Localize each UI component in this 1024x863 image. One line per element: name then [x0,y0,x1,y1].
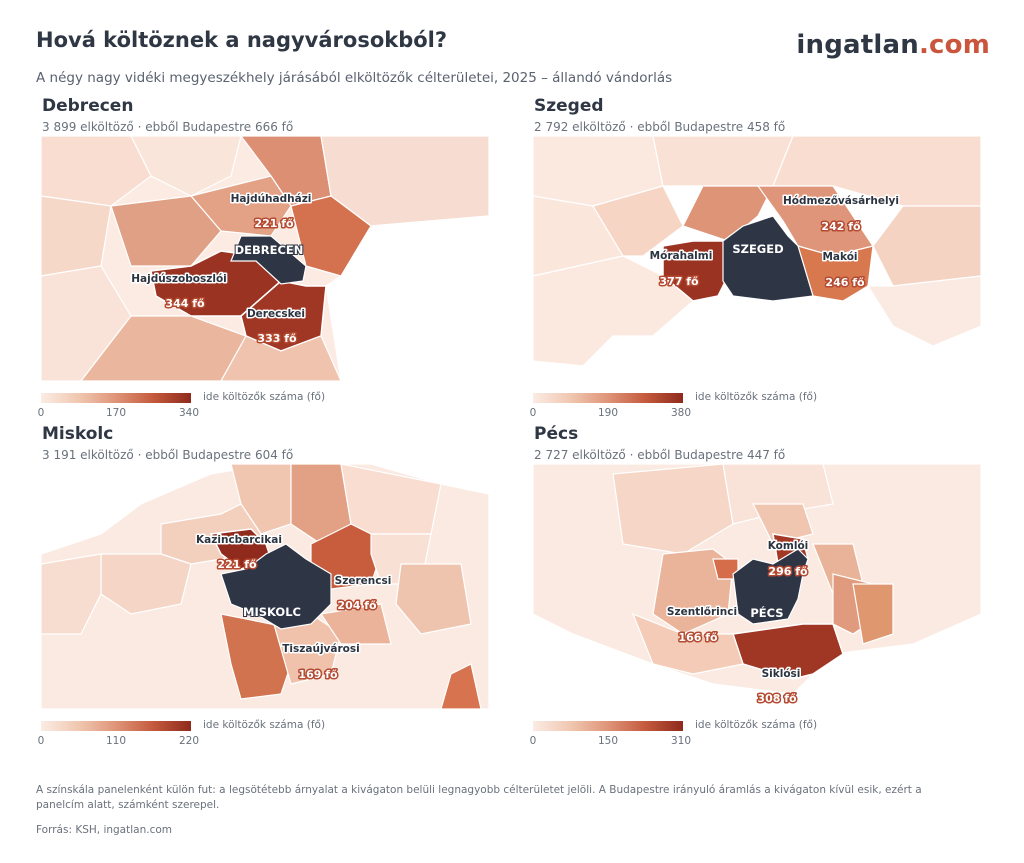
panel-title: Pécs [534,424,579,444]
region-value: 221 fő [217,558,257,571]
legend-label: ide költözők száma (fő) [203,391,326,403]
panel-title: Debrecen [42,96,134,116]
panel-stat: 3 191 elköltöző · ebből Budapestre 604 f… [42,448,294,462]
region-value: 333 fő [257,332,297,345]
region-label: Kazincbarcikai [196,534,282,546]
legend-tick: 0 [37,735,45,747]
region-label: Makói [822,251,857,263]
legend-tick: 0 [37,407,45,419]
city-label: DEBRECEN [235,243,304,257]
map-pecs: Komlói 296 fő Szentlőrinci 166 fő PÉCS S… [533,464,981,709]
legend-label: ide költözők száma (fő) [695,719,818,731]
panel-stat: 2 727 elköltöző · ebből Budapestre 447 f… [534,448,786,462]
legend-tick: 0 [529,735,537,747]
legend-gradient [41,393,191,403]
legend-tick: 150 [597,735,619,747]
region-label: Tiszaújvárosi [282,643,359,655]
legend-tick: 170 [105,407,127,419]
region-value: 344 fő [165,297,205,310]
page-title: Hová költöznek a nagyvárosokból? [36,28,448,52]
region-value: 204 fő [337,599,377,612]
region-label: Hajdúszoboszlói [131,273,227,285]
map-debrecen: Hajdúhadházi 221 fő DEBRECEN Hajdúszobos… [41,136,489,381]
region-value: 169 fő [298,668,338,681]
legend-tick: 310 [670,735,692,747]
legend-gradient [41,721,191,731]
color-legend: ide költözők száma (fő) 0 150 310 [529,719,893,751]
logo-text-main: ingatlan [796,30,919,60]
footnote: A színskála panelenként külön fut: a leg… [36,784,922,811]
panel-title: Szeged [534,96,604,116]
legend-tick: 220 [178,735,200,747]
region-value: 377 fő [659,275,699,288]
region-value: 221 fő [254,217,294,230]
panel-stat: 2 792 elköltöző · ebből Budapestre 458 f… [534,120,786,134]
region-value: 246 fő [825,276,865,289]
panel-stat: 3 899 elköltöző · ebből Budapestre 666 f… [42,120,294,134]
color-legend: ide költözők száma (fő) 0 110 220 [37,719,401,751]
legend-tick: 110 [105,735,127,747]
legend-tick: 380 [670,407,692,419]
legend-tick: 0 [529,407,537,419]
city-label: SZEGED [732,242,783,256]
region-label: Hódmezővásárhelyi [783,195,899,207]
legend-label: ide költözők száma (fő) [203,719,326,731]
legend-gradient [533,393,683,403]
region-value: 308 fő [757,692,797,705]
page-subtitle: A négy nagy vidéki megyeszékhely járásáb… [36,70,673,86]
legend-tick: 340 [178,407,200,419]
region-label: Hajdúhadházi [231,193,312,205]
region-label: Derecskei [247,308,305,320]
region-label: Siklósi [762,668,801,680]
panel-title: Miskolc [42,424,114,444]
region-value: 242 fő [821,220,861,233]
color-legend: ide költözők száma (fő) 0 170 340 [37,391,401,423]
region-value: 296 fő [768,565,808,578]
legend-tick: 190 [597,407,619,419]
map-miskolc: Kazincbarcikai 221 fő Szerencsi 204 fő M… [41,464,489,709]
source-note: Forrás: KSH, ingatlan.com [36,824,172,836]
city-label: MISKOLC [243,605,301,619]
legend-label: ide költözők száma (fő) [695,391,818,403]
region-label: Szentlőrinci [667,606,737,618]
city-label: PÉCS [750,605,783,620]
logo-text-domain: .com [918,30,990,60]
legend-gradient [533,721,683,731]
brand-logo: ingatlan.com [796,30,990,60]
region-value: 166 fő [678,631,718,644]
region-label: Szerencsi [335,575,392,587]
color-legend: ide költözők száma (fő) 0 190 380 [529,391,893,423]
map-szeged: Hódmezővásárhelyi 242 fő SZEGED Mórahalm… [533,136,981,381]
region-label: Mórahalmi [650,250,713,262]
region-label: Komlói [768,540,809,552]
